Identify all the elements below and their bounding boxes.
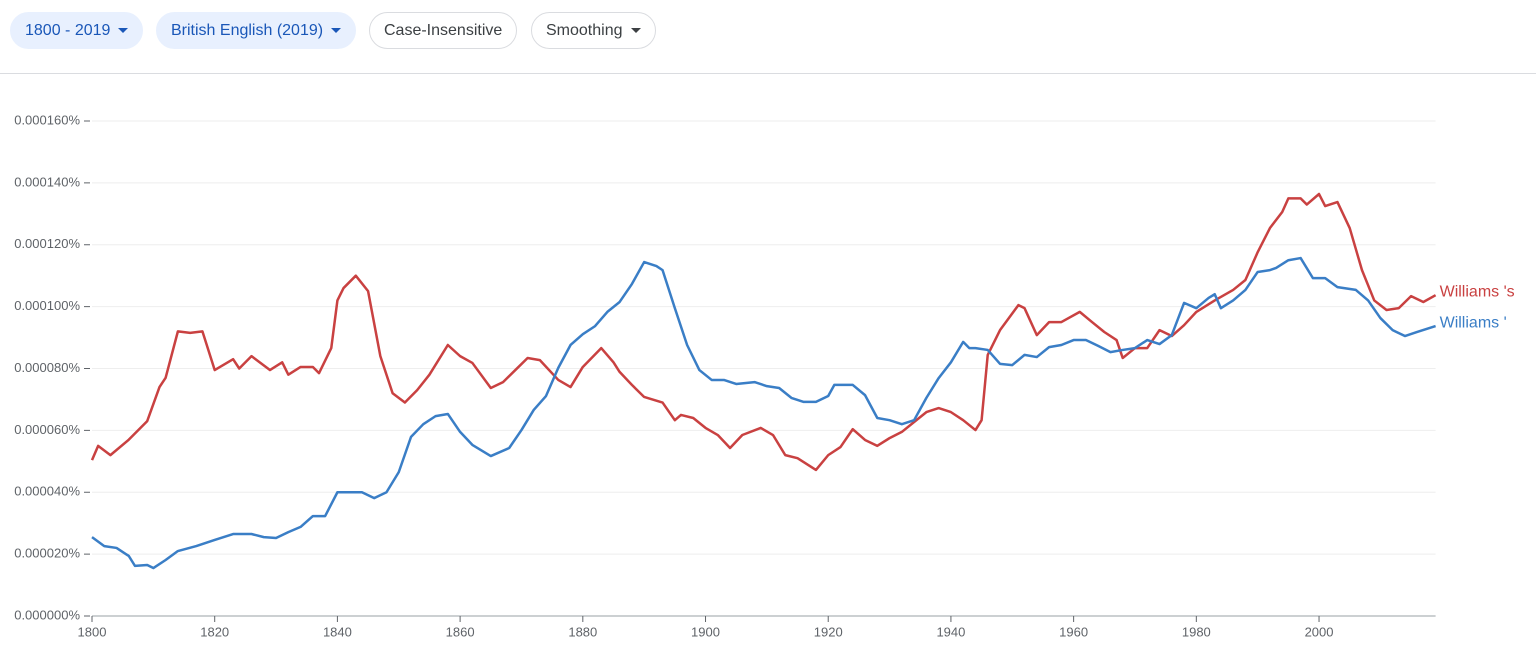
chip-label: Smoothing [546, 21, 623, 39]
x-tick-label: 1800 [78, 624, 107, 639]
toolbar: 1800 - 2019 British English (2019) Case-In… [0, 0, 1536, 74]
y-tick-label: 0.000140% [14, 174, 80, 189]
series-line [91, 256, 1436, 570]
filter-chip[interactable]: Smoothing [531, 12, 656, 49]
y-tick-label: 0.000040% [14, 484, 80, 499]
y-tick-label: 0.000120% [14, 236, 80, 251]
filter-chip[interactable]: 1800 - 2019 [10, 12, 144, 49]
series-label: Williams 's [1440, 283, 1515, 300]
x-tick-label: 1920 [814, 624, 843, 639]
y-tick-label: 0.000020% [14, 546, 80, 561]
series-label: Williams ' [1440, 314, 1507, 331]
y-tick-label: 0.000080% [14, 360, 80, 375]
x-tick-label: 1840 [323, 624, 352, 639]
x-tick-label: 1860 [446, 624, 475, 639]
chip-label: 1800 - 2019 [25, 21, 111, 39]
chip-label: Case-Insensitive [384, 21, 503, 39]
y-tick-label: 0.000160% [14, 112, 80, 127]
x-tick-label: 1880 [568, 624, 597, 639]
x-tick-label: 1980 [1182, 624, 1211, 639]
filter-chip[interactable]: Case-Insensitive [369, 12, 518, 49]
x-tick-label: 1820 [200, 624, 229, 639]
dropdown-caret [331, 28, 342, 33]
x-tick-label: 1900 [691, 624, 720, 639]
x-tick-label: 1940 [936, 624, 965, 639]
filter-chip[interactable]: British English (2019) [156, 12, 357, 49]
y-tick-label: 0.000060% [14, 422, 80, 437]
dropdown-caret [630, 28, 641, 33]
chip-label: British English (2019) [171, 21, 324, 39]
x-tick-label: 1960 [1059, 624, 1088, 639]
y-tick-label: 0.000100% [14, 298, 80, 313]
y-tick-label: 0.000000% [14, 607, 80, 622]
x-tick-label: 2000 [1305, 624, 1334, 639]
series-line [90, 192, 1437, 472]
dropdown-caret [118, 28, 129, 33]
